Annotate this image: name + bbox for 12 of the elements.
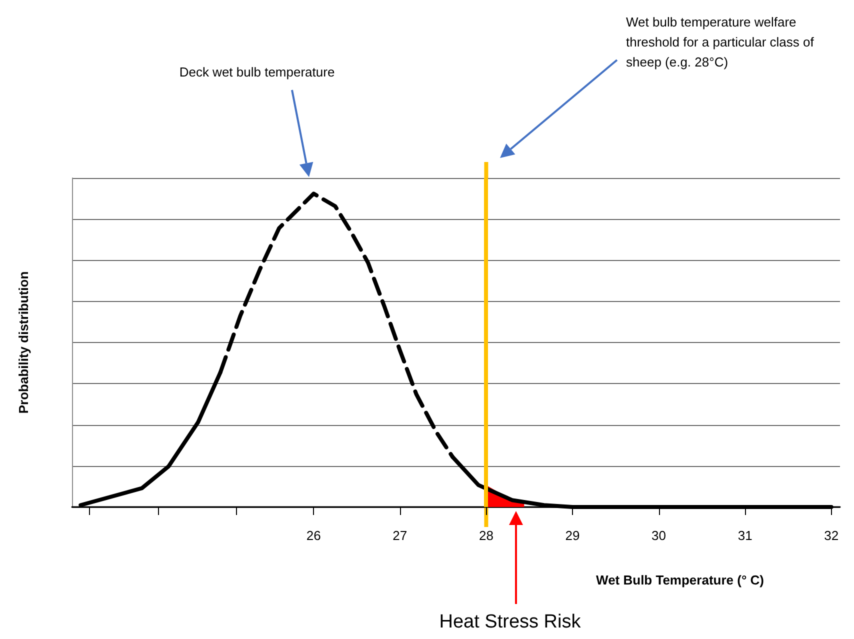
x-tick-label: 32: [824, 528, 839, 543]
x-tick-label: 31: [738, 528, 752, 543]
x-tick-label: 29: [565, 528, 580, 543]
x-tick-label: 28: [478, 528, 494, 543]
x-tick-label: 26: [306, 528, 321, 543]
x-axis-title: Wet Bulb Temperature (° C): [596, 572, 764, 588]
x-tick-label: 27: [392, 528, 408, 543]
text: Heat Stress Risk: [439, 612, 582, 632]
x-tick-label: 30: [652, 528, 666, 543]
text: Deck wet bulb temperature: [179, 64, 335, 80]
y-axis-title: Probability distribution: [16, 271, 31, 414]
text: Wet bulb temperature welfare threshold for a particular class of sheep (e.g. 28°C): [626, 14, 818, 70]
